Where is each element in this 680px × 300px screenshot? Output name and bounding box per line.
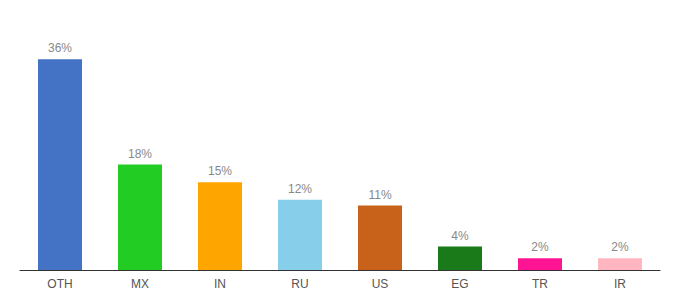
svg-text:OTH: OTH <box>47 277 72 291</box>
svg-text:MX: MX <box>131 277 149 291</box>
svg-text:TR: TR <box>532 277 548 291</box>
svg-text:EG: EG <box>451 277 468 291</box>
svg-text:4%: 4% <box>451 229 469 243</box>
svg-text:2%: 2% <box>531 240 549 254</box>
svg-text:36%: 36% <box>48 41 72 55</box>
svg-text:18%: 18% <box>128 147 152 161</box>
svg-text:15%: 15% <box>208 164 232 178</box>
svg-text:IN: IN <box>214 277 226 291</box>
svg-text:11%: 11% <box>368 188 391 202</box>
svg-text:IR: IR <box>614 277 626 291</box>
svg-text:US: US <box>372 277 389 291</box>
svg-text:2%: 2% <box>611 240 629 254</box>
svg-text:RU: RU <box>291 277 308 291</box>
svg-text:12%: 12% <box>288 182 312 196</box>
